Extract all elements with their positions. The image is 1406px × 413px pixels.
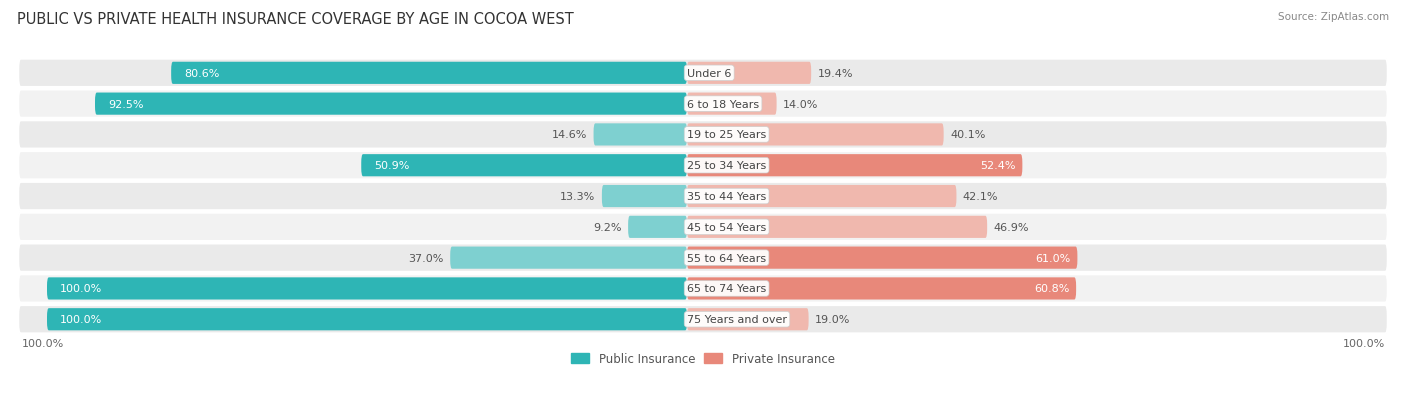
- Text: 25 to 34 Years: 25 to 34 Years: [688, 161, 766, 171]
- FancyBboxPatch shape: [688, 278, 1076, 300]
- Text: 19 to 25 Years: 19 to 25 Years: [688, 130, 766, 140]
- FancyBboxPatch shape: [18, 244, 1388, 272]
- Text: 6 to 18 Years: 6 to 18 Years: [688, 100, 759, 109]
- Text: 46.9%: 46.9%: [994, 222, 1029, 232]
- FancyBboxPatch shape: [18, 121, 1388, 149]
- FancyBboxPatch shape: [450, 247, 688, 269]
- FancyBboxPatch shape: [46, 278, 688, 300]
- Text: PUBLIC VS PRIVATE HEALTH INSURANCE COVERAGE BY AGE IN COCOA WEST: PUBLIC VS PRIVATE HEALTH INSURANCE COVER…: [17, 12, 574, 27]
- Text: 13.3%: 13.3%: [560, 192, 596, 202]
- Text: 55 to 64 Years: 55 to 64 Years: [688, 253, 766, 263]
- FancyBboxPatch shape: [688, 63, 811, 85]
- FancyBboxPatch shape: [688, 216, 987, 238]
- Text: 19.0%: 19.0%: [815, 314, 851, 325]
- Text: 45 to 54 Years: 45 to 54 Years: [688, 222, 766, 232]
- Text: 9.2%: 9.2%: [593, 222, 621, 232]
- Text: 75 Years and over: 75 Years and over: [688, 314, 787, 325]
- Text: 19.4%: 19.4%: [817, 69, 853, 78]
- Text: 100.0%: 100.0%: [21, 339, 63, 349]
- Text: 80.6%: 80.6%: [184, 69, 219, 78]
- FancyBboxPatch shape: [18, 275, 1388, 303]
- FancyBboxPatch shape: [602, 185, 688, 208]
- Text: 35 to 44 Years: 35 to 44 Years: [688, 192, 766, 202]
- FancyBboxPatch shape: [18, 90, 1388, 119]
- FancyBboxPatch shape: [593, 124, 688, 146]
- FancyBboxPatch shape: [18, 305, 1388, 334]
- Text: 100.0%: 100.0%: [60, 314, 103, 325]
- FancyBboxPatch shape: [18, 213, 1388, 242]
- Text: 92.5%: 92.5%: [108, 100, 143, 109]
- FancyBboxPatch shape: [18, 152, 1388, 180]
- Text: 42.1%: 42.1%: [963, 192, 998, 202]
- Text: 14.6%: 14.6%: [551, 130, 588, 140]
- FancyBboxPatch shape: [688, 124, 943, 146]
- FancyBboxPatch shape: [96, 93, 688, 116]
- Text: 65 to 74 Years: 65 to 74 Years: [688, 284, 766, 294]
- Text: 52.4%: 52.4%: [980, 161, 1017, 171]
- Text: 37.0%: 37.0%: [408, 253, 444, 263]
- FancyBboxPatch shape: [688, 309, 808, 330]
- FancyBboxPatch shape: [18, 59, 1388, 88]
- Text: Under 6: Under 6: [688, 69, 731, 78]
- Text: 100.0%: 100.0%: [1343, 339, 1385, 349]
- Text: 50.9%: 50.9%: [374, 161, 409, 171]
- FancyBboxPatch shape: [46, 309, 688, 330]
- FancyBboxPatch shape: [688, 93, 776, 116]
- Text: 40.1%: 40.1%: [950, 130, 986, 140]
- FancyBboxPatch shape: [628, 216, 688, 238]
- Text: 14.0%: 14.0%: [783, 100, 818, 109]
- FancyBboxPatch shape: [172, 63, 688, 85]
- Text: 100.0%: 100.0%: [60, 284, 103, 294]
- FancyBboxPatch shape: [688, 247, 1077, 269]
- Text: 61.0%: 61.0%: [1036, 253, 1071, 263]
- Text: 60.8%: 60.8%: [1035, 284, 1070, 294]
- FancyBboxPatch shape: [688, 155, 1022, 177]
- Text: Source: ZipAtlas.com: Source: ZipAtlas.com: [1278, 12, 1389, 22]
- FancyBboxPatch shape: [361, 155, 688, 177]
- Legend: Public Insurance, Private Insurance: Public Insurance, Private Insurance: [567, 347, 839, 370]
- FancyBboxPatch shape: [18, 183, 1388, 211]
- FancyBboxPatch shape: [688, 185, 956, 208]
